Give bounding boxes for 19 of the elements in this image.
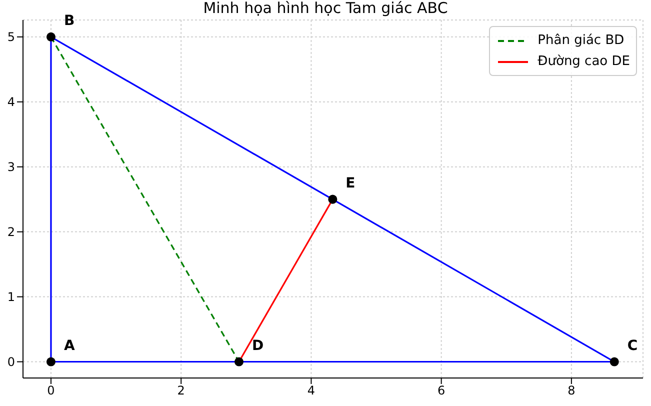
y-tick-label: 4 [7,95,15,110]
annotation: A [64,338,75,354]
annotation: E [346,175,356,192]
x-tick-label: 8 [568,384,576,398]
annotation: D [252,338,264,354]
annotation: C [627,338,638,354]
y-tick-label: 0 [7,355,15,370]
legend-label: Đường cao DE [538,54,630,69]
x-tick-label: 4 [307,384,316,398]
x-tick-label: 0 [47,384,55,398]
annotation: B [64,12,75,29]
legend-label: Phân giác BD [538,33,624,48]
y-tick-label: 1 [7,290,15,304]
y-tick-label: 3 [7,160,15,174]
x-tick-label: 6 [438,384,446,398]
chart-title: Minh họa hình học Tam giác ABC [203,0,448,17]
y-tick-label: 2 [7,225,15,240]
x-tick-label: 2 [177,384,185,398]
y-tick-label: 5 [7,30,15,44]
